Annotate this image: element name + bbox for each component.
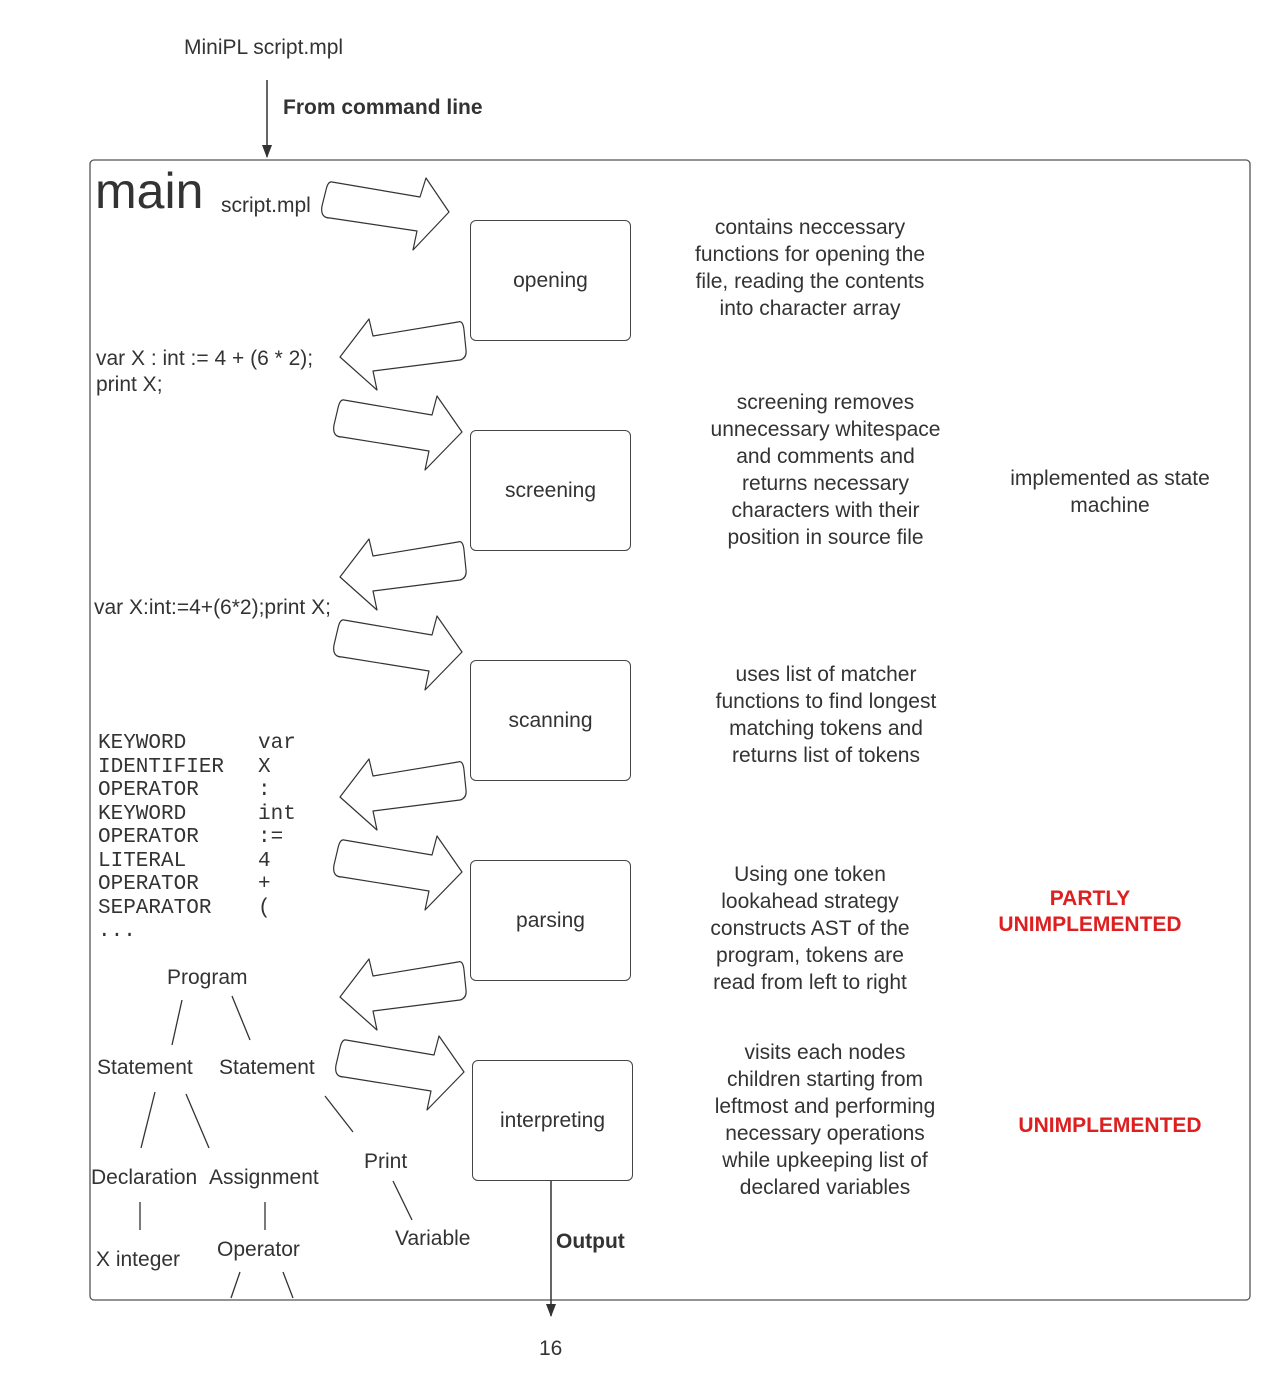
ast-node-x-integer: X integer <box>96 1248 181 1271</box>
token-type: OPERATOR <box>98 779 199 802</box>
stage-interpreting: interpreting <box>472 1060 633 1181</box>
token-value: int <box>258 802 296 826</box>
arrow-to-screening <box>333 395 463 471</box>
code-line-1: var X : int := 4 + (6 * 2); <box>96 347 314 370</box>
stage-desc-screening: screening removes unnecessary whitespace… <box>710 391 941 549</box>
token-type: SEPARATOR <box>98 896 212 920</box>
stage-desc-opening: contains neccessary functions for openin… <box>695 216 925 320</box>
token-type: LITERAL <box>98 849 187 873</box>
token-value: := <box>258 826 284 849</box>
token-type: KEYWORD <box>98 732 187 755</box>
token-type: KEYWORD <box>98 802 187 826</box>
token-ellipsis: ... <box>98 920 136 943</box>
token-type: OPERATOR <box>98 873 199 896</box>
ast-node-declaration: Declaration <box>91 1166 198 1189</box>
ast-node-program: Program <box>167 966 248 989</box>
ast-edge <box>140 1091 156 1149</box>
ast-edge <box>230 1271 241 1299</box>
main-title: main <box>95 163 204 219</box>
ast-node-print: Print <box>364 1150 408 1173</box>
code-line-2: print X; <box>96 373 163 396</box>
stage-screening: screening <box>470 430 631 551</box>
main-container <box>89 159 1251 1301</box>
source-file-label: MiniPL script.mpl <box>184 36 344 59</box>
ast-edge <box>392 1180 413 1221</box>
ast-node-assignment: Assignment <box>209 1166 319 1189</box>
arrow-from-scanning <box>339 758 467 831</box>
stage-desc-parsing: Using one token lookahead strategy const… <box>710 863 910 994</box>
arrow-from-parsing <box>339 958 467 1031</box>
token-value: ( <box>258 896 271 920</box>
arrow-to-parsing <box>333 835 463 911</box>
token-value: + <box>258 873 271 896</box>
ast-edge <box>282 1271 294 1299</box>
note-interpreting: UNIMPLEMENTED <box>1018 1114 1202 1137</box>
ast-edge <box>171 999 183 1046</box>
screened-code: var X:int:=4+(6*2);print X; <box>94 596 331 619</box>
ast-edge <box>185 1093 210 1149</box>
main-file-label: script.mpl <box>221 194 311 217</box>
token-type: IDENTIFIER <box>98 755 225 779</box>
input-label: From command line <box>283 96 483 119</box>
input-arrow-head <box>262 145 272 158</box>
arrow-to-opening <box>321 177 450 251</box>
token-value: : <box>258 779 271 802</box>
stage-desc-scanning: uses list of matcher functions to find l… <box>715 663 937 767</box>
ast-edge <box>324 1095 354 1133</box>
arrow-from-opening <box>339 318 467 391</box>
stage-opening: opening <box>470 220 631 341</box>
stage-scanning: scanning <box>470 660 631 781</box>
ast-node-variable: Variable <box>395 1227 471 1250</box>
arrow-to-scanning <box>333 615 463 691</box>
note-parsing: PARTLY UNIMPLEMENTED <box>998 887 1182 936</box>
token-value: var <box>258 732 296 755</box>
ast-edge <box>231 995 251 1041</box>
arrow-from-screening <box>339 538 467 611</box>
stage-desc-interpreting: visits each nodes children starting from… <box>714 1041 936 1199</box>
arrow-to-interpreting <box>335 1035 465 1111</box>
token-value: X <box>258 755 271 779</box>
output-label: Output <box>556 1230 625 1253</box>
ast-node-statement: Statement <box>97 1056 193 1079</box>
token-type: OPERATOR <box>98 826 199 849</box>
token-value: 4 <box>258 849 271 873</box>
output-value: 16 <box>539 1337 563 1360</box>
stage-parsing: parsing <box>470 860 631 981</box>
output-arrow-head <box>546 1304 556 1317</box>
note-screening: implemented as state machine <box>1010 467 1210 517</box>
ast-node-statement: Statement <box>219 1056 315 1079</box>
ast-node-operator: Operator <box>217 1238 300 1261</box>
